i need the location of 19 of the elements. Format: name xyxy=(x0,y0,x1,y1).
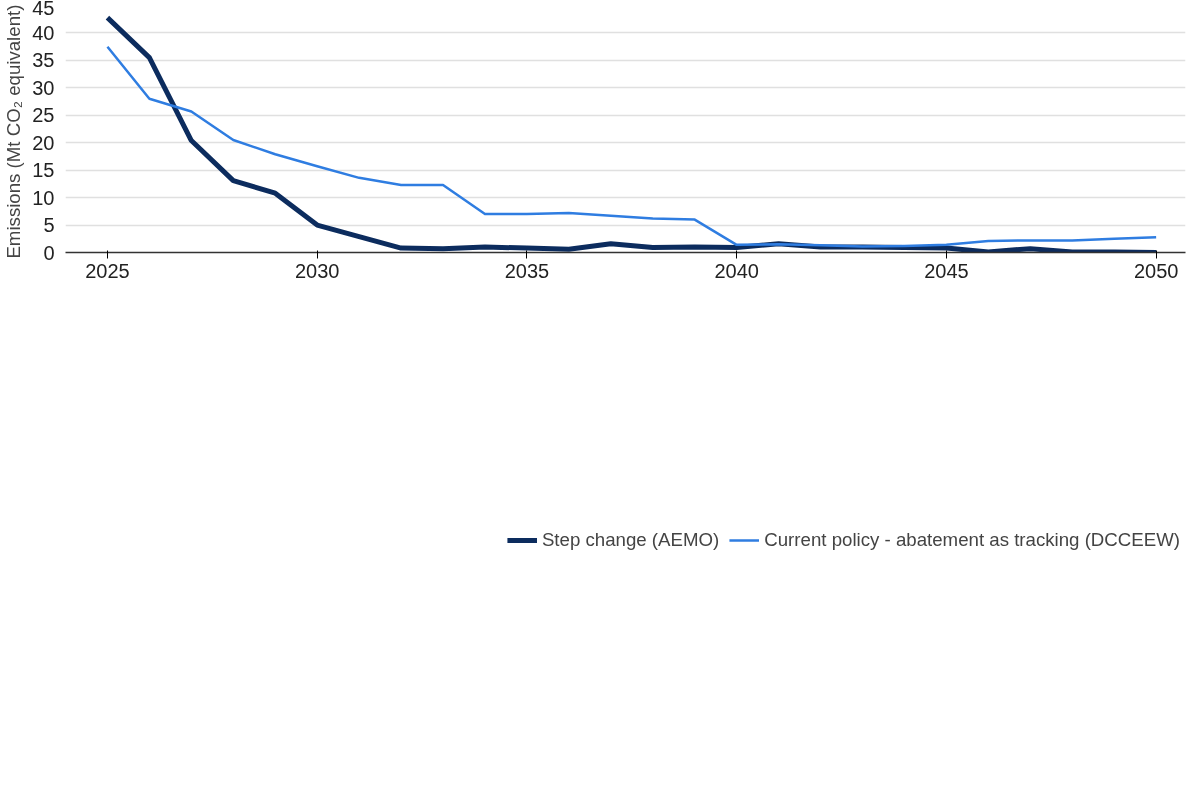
legend-label: Current policy - abatement as tracking (DCCEEW) xyxy=(764,529,1180,551)
y-tick-label: 45 xyxy=(32,0,55,19)
x-tick-label: 2045 xyxy=(924,259,969,282)
y-tick-label: 0 xyxy=(43,241,55,264)
y-tick-label: 40 xyxy=(32,21,55,44)
y-tick-label: 5 xyxy=(43,214,55,237)
x-tick-label: 2050 xyxy=(1133,259,1179,282)
x-tick-label: 2040 xyxy=(714,259,759,282)
x-tick-label: 2035 xyxy=(504,259,550,282)
x-tick-label: 2025 xyxy=(85,259,130,282)
y-tick-label: 10 xyxy=(32,186,55,209)
y-axis-title: Emissions (Mt CO₂ equivalent) xyxy=(3,4,25,259)
y-tick-label: 35 xyxy=(32,49,55,72)
y-tick-label: 15 xyxy=(32,159,55,182)
legend-label: Step change (AEMO) xyxy=(541,529,720,551)
x-tick-label: 2030 xyxy=(294,259,340,282)
y-tick-label: 25 xyxy=(32,104,55,127)
y-tick-label: 30 xyxy=(32,76,55,99)
y-tick-label: 20 xyxy=(32,131,55,154)
